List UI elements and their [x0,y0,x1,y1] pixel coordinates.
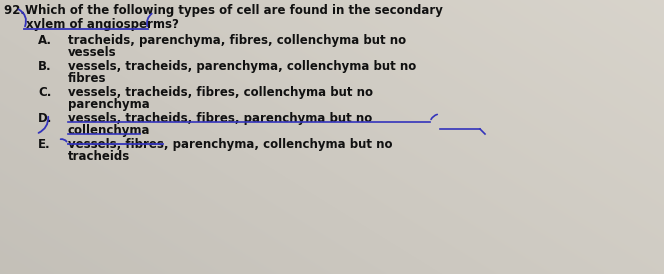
Text: fibres: fibres [68,72,106,85]
Text: parenchyma: parenchyma [68,98,150,111]
Text: E.: E. [38,138,50,151]
Text: collenchyma: collenchyma [68,124,151,137]
Text: 92.Which of the following types of cell are found in the secondary: 92.Which of the following types of cell … [4,4,443,17]
Text: tracheids, parenchyma, fibres, collenchyma but no: tracheids, parenchyma, fibres, collenchy… [68,34,406,47]
Text: B.: B. [38,60,52,73]
Text: C.: C. [38,86,51,99]
Text: xylem of angiosperms?: xylem of angiosperms? [26,18,179,31]
Text: vessels: vessels [68,46,117,59]
Text: D.: D. [38,112,52,125]
Text: A.: A. [38,34,52,47]
Text: vessels, fibres, parenchyma, collenchyma but no: vessels, fibres, parenchyma, collenchyma… [68,138,392,151]
Text: tracheids: tracheids [68,150,130,163]
Text: vessels, tracheids, fibres, parenchyma but no: vessels, tracheids, fibres, parenchyma b… [68,112,373,125]
Text: vessels, tracheids, fibres, collenchyma but no: vessels, tracheids, fibres, collenchyma … [68,86,373,99]
Text: vessels, tracheids, parenchyma, collenchyma but no: vessels, tracheids, parenchyma, collench… [68,60,416,73]
